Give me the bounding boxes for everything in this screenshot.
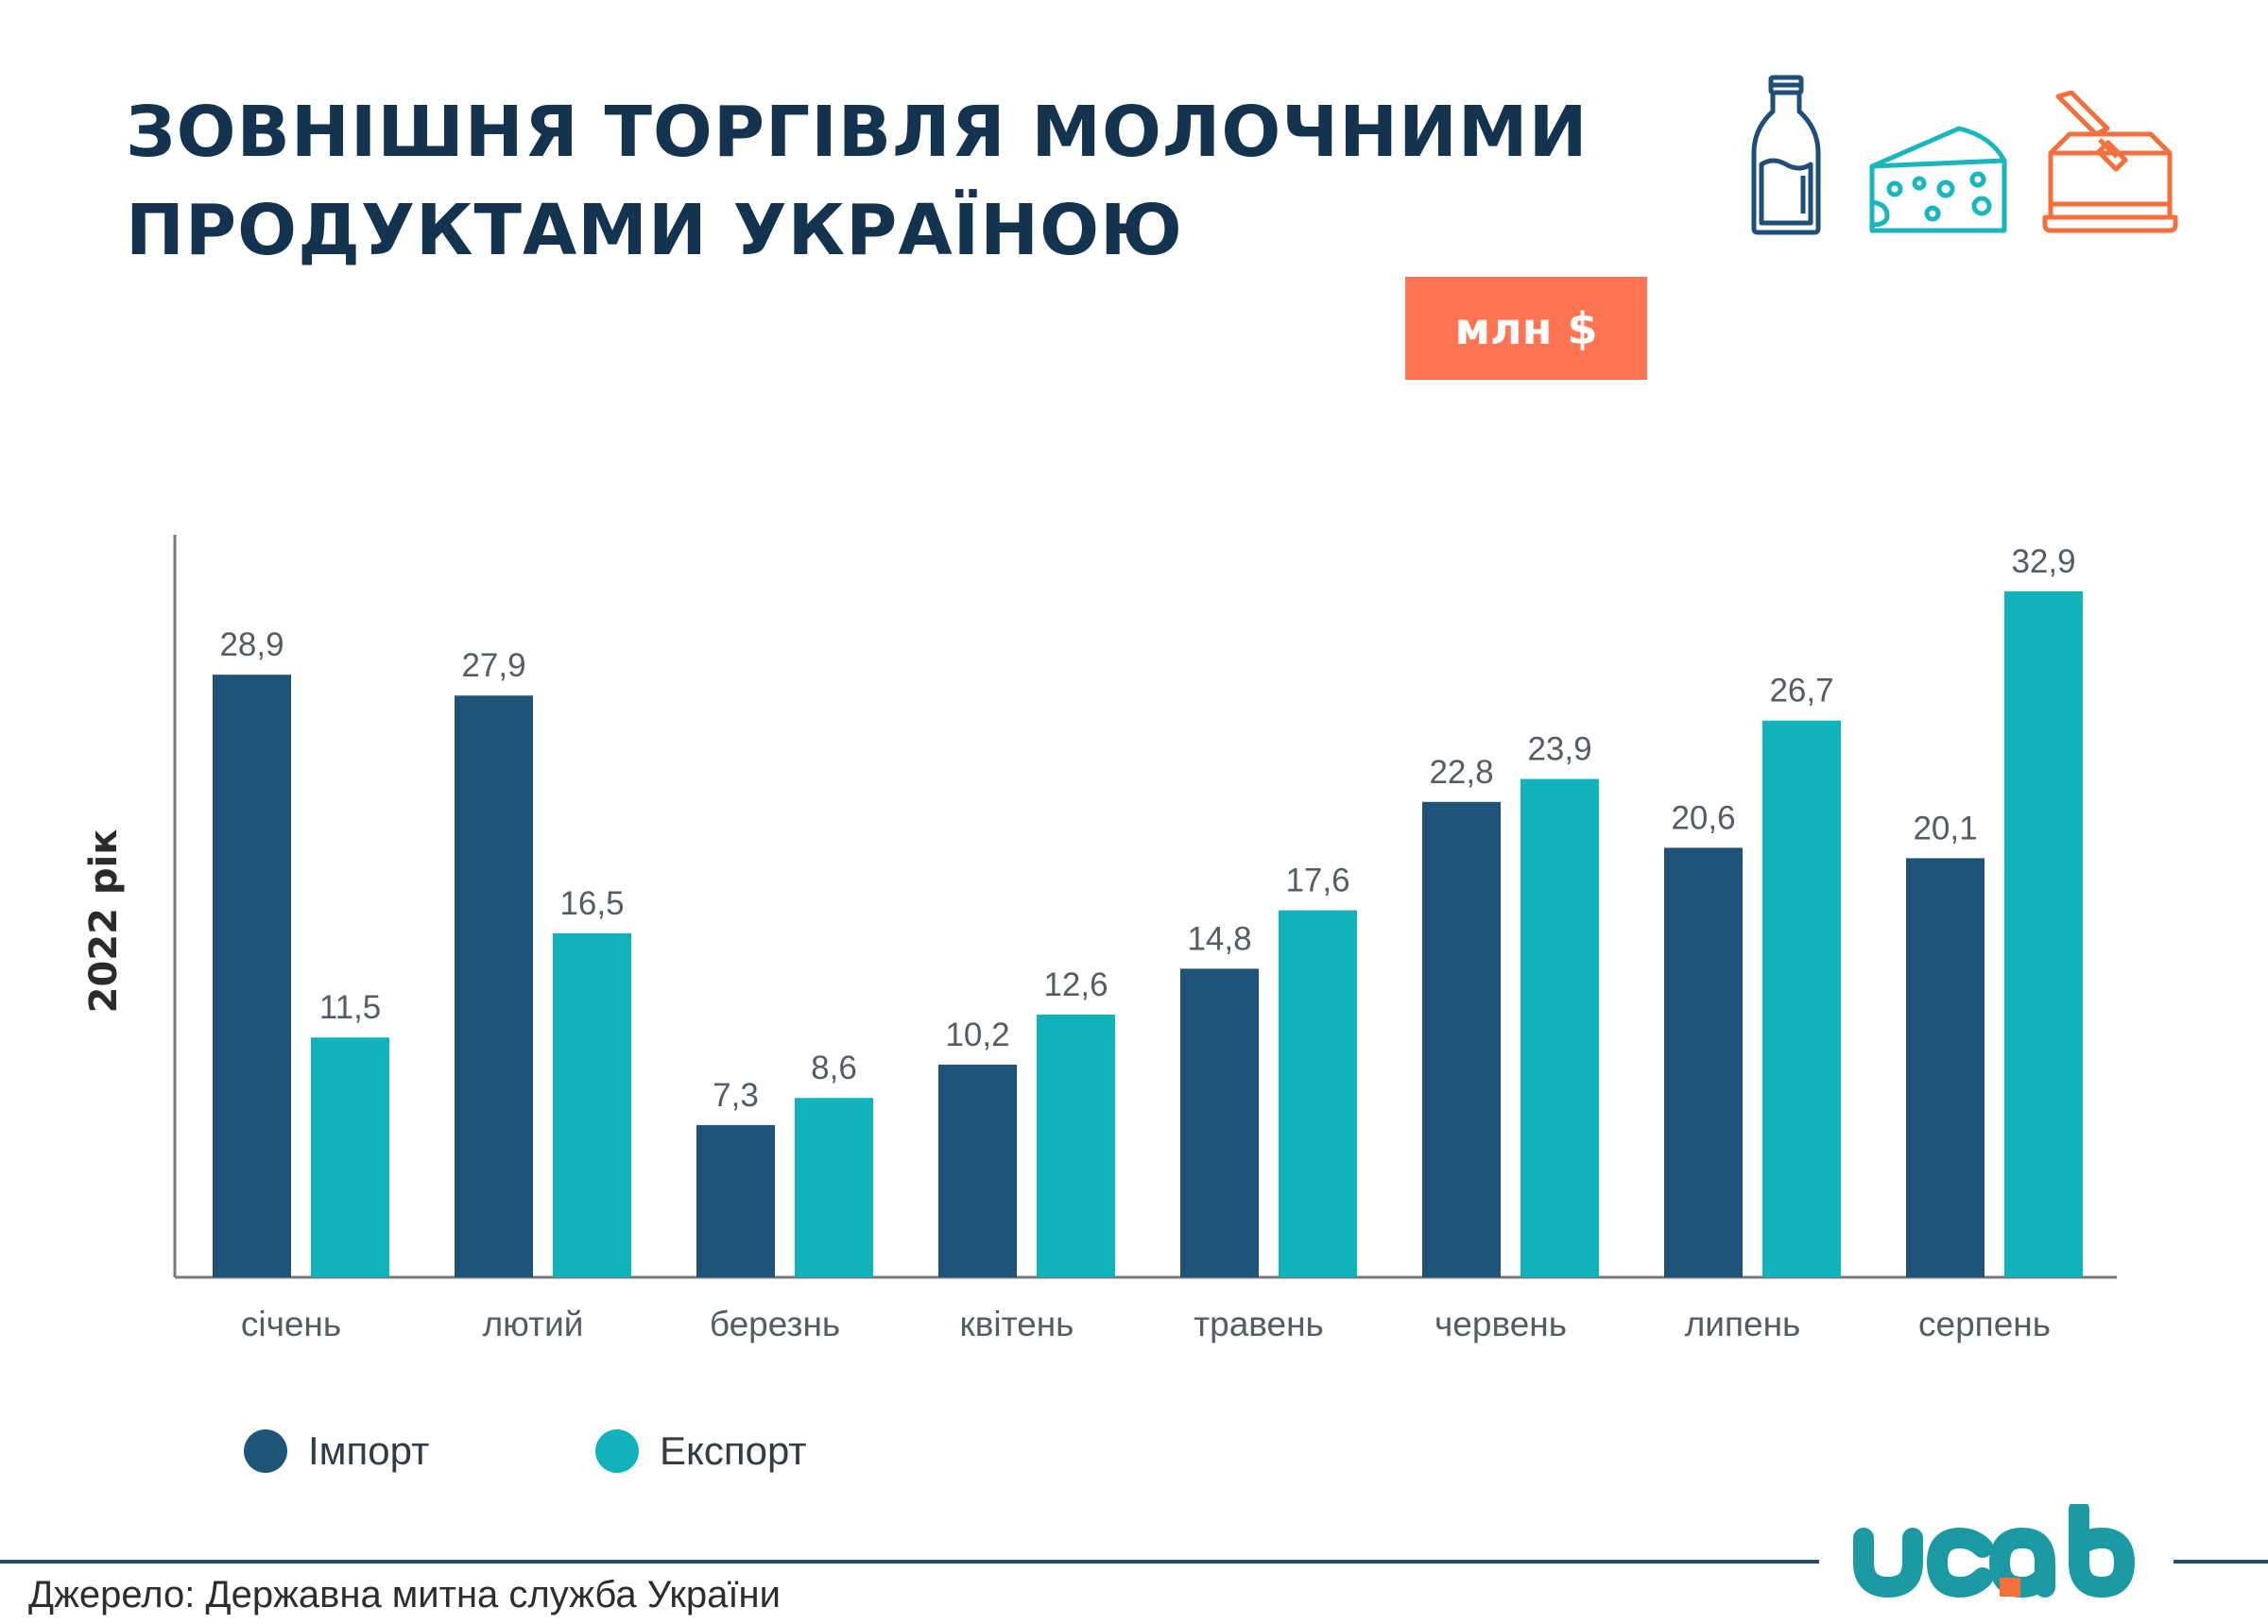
bar-import-6 [1422,801,1501,1277]
data-label-export-1: 11,5 [319,989,382,1026]
x-tick-label-2: лютий [483,1305,584,1343]
legend-import-swatch [244,1429,287,1473]
bar-export-6 [1521,778,1599,1277]
title-line-1: ЗОВНІШНЯ ТОРГІВЛЯ МОЛОЧНИМИ [126,92,1589,173]
x-tick-label-1: січень [241,1305,341,1343]
cheese-icon [1869,126,2007,233]
x-tick-label-4: квітень [960,1305,1074,1343]
data-label-import-3: 7,3 [713,1077,759,1114]
data-label-import-4: 10,2 [945,1017,1009,1053]
footer-divider-right [2174,1560,2268,1564]
data-label-import-8: 20,1 [1913,810,1977,846]
x-tick-label-6: червень [1435,1305,1567,1343]
bar-import-5 [1180,968,1259,1277]
data-label-import-2: 27,9 [461,647,525,684]
legend-export: Експорт [595,1423,807,1479]
bar-import-4 [938,1064,1017,1277]
x-tick-label-3: березнь [710,1305,840,1343]
page-title: ЗОВНІШНЯ ТОРГІВЛЯ МОЛОЧНИМИ ПРОДУКТАМИ У… [126,83,1732,280]
bar-import-8 [1906,858,1984,1277]
bar-import-7 [1664,847,1743,1277]
data-label-import-5: 14,8 [1187,920,1251,957]
ucab-logo: ucab [1853,1504,2136,1598]
legend-import-label: Імпорт [308,1428,430,1473]
bar-import-2 [455,695,533,1277]
x-tick-label-8: серпень [1918,1305,2051,1343]
bar-import-3 [696,1124,775,1277]
legend-export-swatch [595,1429,639,1473]
milk-bottle-icon [1751,75,1821,235]
bar-export-7 [1762,720,1841,1277]
bar-export-3 [795,1098,873,1277]
data-label-export-3: 8,6 [811,1050,857,1086]
x-tick-label-5: травень [1194,1305,1324,1343]
legend-import: Імпорт [244,1423,429,1479]
bar-export-4 [1037,1014,1115,1277]
data-label-export-2: 16,5 [559,885,624,922]
x-tick-label-7: липень [1685,1305,1801,1343]
title-line-2: ПРОДУКТАМИ УКРАЇНОЮ [126,190,1183,271]
data-label-import-1: 28,9 [219,626,284,663]
source-note: Джерело: Державна митна служба України [28,1574,781,1615]
bar-export-1 [311,1037,389,1277]
bar-export-5 [1279,910,1357,1277]
unit-badge: млн $ [1405,277,1647,380]
data-label-export-5: 17,6 [1285,863,1349,899]
data-label-export-7: 26,7 [1769,673,1833,709]
data-label-import-6: 22,8 [1429,754,1493,791]
legend-export-label: Експорт [660,1428,807,1473]
data-label-export-4: 12,6 [1043,966,1108,1003]
butter-dish-icon [2042,91,2178,233]
footer-divider-left [0,1560,1819,1564]
bar-export-2 [553,932,631,1277]
data-label-export-8: 32,9 [2011,543,2075,580]
bar-import-1 [213,675,291,1277]
data-label-export-6: 23,9 [1527,731,1591,768]
bar-export-8 [2004,590,2083,1277]
data-label-import-7: 20,6 [1671,799,1735,836]
